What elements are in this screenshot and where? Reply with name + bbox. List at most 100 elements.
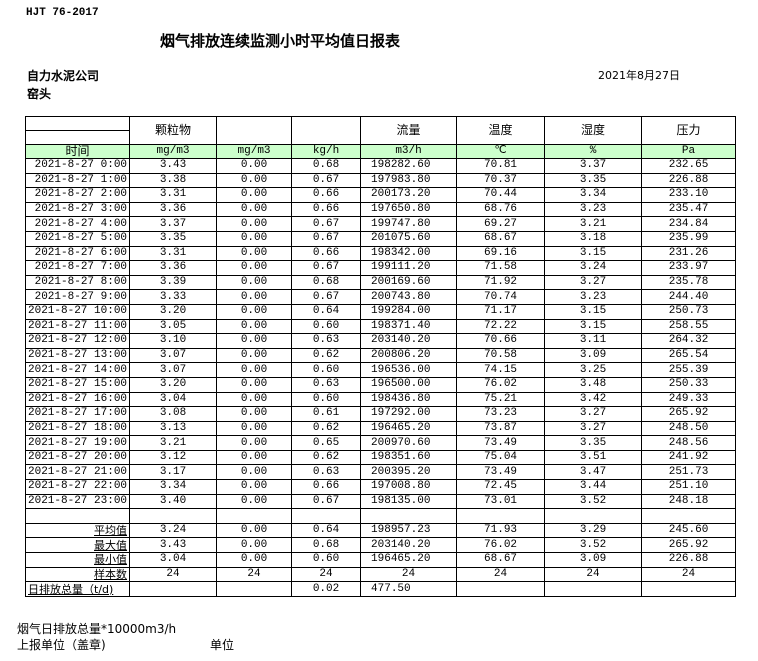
value-cell: 0.00 bbox=[216, 260, 293, 276]
value-cell: 3.27 bbox=[544, 274, 643, 291]
report-table: 颗粒物 流量 温度 湿度 压力 时间 mg/m3 mg/m3 kg/h m3/h ℃% Pa 2021-… bbox=[24, 116, 737, 597]
value-cell: 0.00 bbox=[216, 318, 293, 335]
value-cell: 196536.00 bbox=[360, 362, 458, 378]
value-cell: 3.39 bbox=[129, 274, 218, 291]
value-cell: 0.62 bbox=[291, 449, 362, 466]
value-cell: 70.58 bbox=[456, 347, 546, 364]
table-row: 2021-8-27 0:00 3.43 0.00 0.68 198282.60 70.81… bbox=[24, 158, 737, 174]
summary-value: 203140.20 bbox=[360, 537, 458, 554]
summary-value: 0.00 bbox=[216, 537, 293, 554]
value-cell: 3.15 bbox=[544, 303, 643, 320]
report-unit-label: 上报单位（盖章) bbox=[17, 638, 106, 652]
value-cell: 234.84 bbox=[641, 216, 737, 232]
blank-cell bbox=[291, 508, 362, 524]
value-cell: 3.13 bbox=[129, 420, 218, 437]
summary-value: 3.43 bbox=[129, 537, 218, 554]
value-cell: 72.45 bbox=[456, 479, 546, 495]
value-cell: 197650.80 bbox=[360, 201, 458, 218]
footer-note: 烟气日排放总量*10000m3/h bbox=[17, 622, 177, 636]
value-cell: 0.00 bbox=[216, 464, 293, 481]
unit-label: 单位 bbox=[210, 638, 235, 652]
value-cell: 198351.60 bbox=[360, 449, 458, 466]
total-value bbox=[456, 581, 546, 597]
summary-value: 196465.20 bbox=[360, 552, 458, 568]
table-row: 2021-8-27 22:00 3.34 0.00 0.66 197008.80 72.4… bbox=[24, 479, 737, 495]
table-row: 2021-8-27 16:00 3.04 0.00 0.60 198436.80 75.2… bbox=[24, 391, 737, 408]
summary-value: 24 bbox=[641, 566, 737, 583]
value-cell: 197292.00 bbox=[360, 406, 458, 422]
blank-cell bbox=[24, 508, 131, 524]
table-row: 2021-8-27 8:00 3.39 0.00 0.68 200169.60 71.92… bbox=[24, 274, 737, 291]
value-cell: 251.73 bbox=[641, 464, 737, 481]
value-cell: 233.10 bbox=[641, 187, 737, 203]
value-cell: 3.25 bbox=[544, 362, 643, 378]
value-cell: 251.10 bbox=[641, 479, 737, 495]
summary-value: 0.68 bbox=[291, 537, 362, 554]
summary-value: 0.64 bbox=[291, 522, 362, 539]
header-blank bbox=[24, 130, 131, 145]
blank-cell bbox=[129, 508, 218, 524]
summary-value: 3.09 bbox=[544, 552, 643, 568]
value-cell: 200395.20 bbox=[360, 464, 458, 481]
value-cell: 70.66 bbox=[456, 333, 546, 349]
value-cell: 0.63 bbox=[291, 376, 362, 393]
value-cell: 3.35 bbox=[544, 435, 643, 451]
value-cell: 3.10 bbox=[129, 333, 218, 349]
total-value bbox=[216, 581, 293, 597]
value-cell: 3.18 bbox=[544, 230, 643, 247]
summary-value: 0.60 bbox=[291, 552, 362, 568]
value-cell: 0.68 bbox=[291, 158, 362, 174]
value-cell: 3.35 bbox=[544, 172, 643, 189]
value-cell: 75.21 bbox=[456, 391, 546, 408]
table-row: 2021-8-27 9:00 3.33 0.00 0.67 200743.80 70.74… bbox=[24, 289, 737, 305]
time-cell: 2021-8-27 16:00 bbox=[24, 391, 131, 408]
value-cell: 0.62 bbox=[291, 420, 362, 437]
unit-cell: ℃ bbox=[456, 144, 546, 159]
value-cell: 3.38 bbox=[129, 172, 218, 189]
summary-value: 265.92 bbox=[641, 537, 737, 554]
value-cell: 3.31 bbox=[129, 187, 218, 203]
value-cell: 0.67 bbox=[291, 289, 362, 305]
value-cell: 3.52 bbox=[544, 493, 643, 510]
time-cell: 2021-8-27 6:00 bbox=[24, 245, 131, 262]
unit-cell: kg/h bbox=[291, 144, 362, 159]
value-cell: 264.32 bbox=[641, 333, 737, 349]
table-row: 2021-8-27 23:00 3.40 0.00 0.67 198135.00 73.0… bbox=[24, 493, 737, 510]
total-value: 0.02 bbox=[291, 581, 362, 597]
value-cell: 265.92 bbox=[641, 406, 737, 422]
value-cell: 200806.20 bbox=[360, 347, 458, 364]
table-row: 2021-8-27 4:00 3.37 0.00 0.67 199747.80 69.27… bbox=[24, 216, 737, 232]
table-row: 2021-8-27 1:00 3.38 0.00 0.67 197983.80 70.37… bbox=[24, 172, 737, 189]
value-cell: 3.34 bbox=[129, 479, 218, 495]
column-header: 温度 bbox=[456, 116, 546, 145]
time-cell: 2021-8-27 10:00 bbox=[24, 303, 131, 320]
value-cell: 3.08 bbox=[129, 406, 218, 422]
blank-cell bbox=[216, 508, 293, 524]
value-cell: 3.43 bbox=[129, 158, 218, 174]
summary-value: 24 bbox=[360, 566, 458, 583]
time-cell: 2021-8-27 9:00 bbox=[24, 289, 131, 305]
column-header: 湿度 bbox=[544, 116, 643, 145]
value-cell: 0.61 bbox=[291, 406, 362, 422]
value-cell: 3.15 bbox=[544, 245, 643, 262]
table-row: 2021-8-27 18:00 3.13 0.00 0.62 196465.20 73.8… bbox=[24, 420, 737, 437]
value-cell: 69.16 bbox=[456, 245, 546, 262]
value-cell: 199284.00 bbox=[360, 303, 458, 320]
value-cell: 3.23 bbox=[544, 289, 643, 305]
summary-value: 76.02 bbox=[456, 537, 546, 554]
value-cell: 69.27 bbox=[456, 216, 546, 232]
time-cell: 2021-8-27 7:00 bbox=[24, 260, 131, 276]
value-cell: 198371.40 bbox=[360, 318, 458, 335]
value-cell: 3.21 bbox=[129, 435, 218, 451]
value-cell: 0.66 bbox=[291, 187, 362, 203]
value-cell: 235.78 bbox=[641, 274, 737, 291]
value-cell: 3.15 bbox=[544, 318, 643, 335]
summary-value: 24 bbox=[544, 566, 643, 583]
value-cell: 265.54 bbox=[641, 347, 737, 364]
time-cell: 2021-8-27 8:00 bbox=[24, 274, 131, 291]
value-cell: 235.47 bbox=[641, 201, 737, 218]
value-cell: 0.60 bbox=[291, 318, 362, 335]
value-cell: 71.17 bbox=[456, 303, 546, 320]
value-cell: 0.67 bbox=[291, 216, 362, 232]
summary-value: 3.52 bbox=[544, 537, 643, 554]
